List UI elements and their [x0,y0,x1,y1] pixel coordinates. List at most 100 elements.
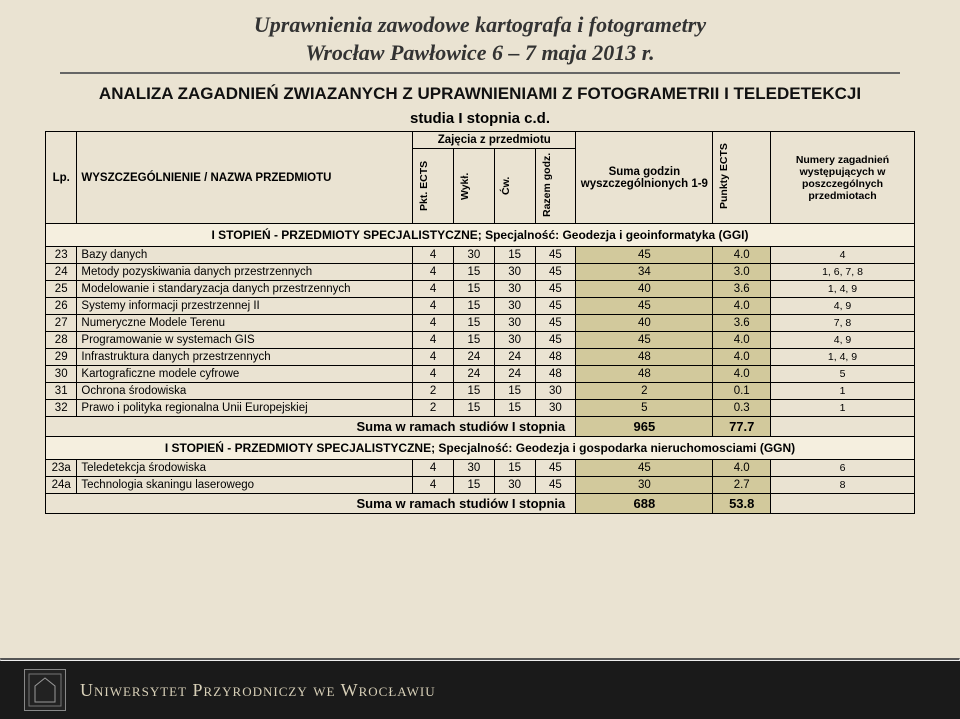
cell-razem: 45 [535,264,576,281]
cell-wykl: 15 [453,281,494,298]
cell-wykl: 30 [453,460,494,477]
cell-name: Infrastruktura danych przestrzennych [77,349,413,366]
cell-wykl: 15 [453,477,494,494]
table-row: 29Infrastruktura danych przestrzennych42… [46,349,915,366]
cell-zag: 5 [771,366,915,383]
col-pkt-ects: Pkt. ECTS [416,151,432,221]
cell-wykl: 15 [453,298,494,315]
cell-name: Systemy informacji przestrzennej II [77,298,413,315]
cell-lp: 23a [46,460,77,477]
cell-zag: 4, 9 [771,332,915,349]
cell-ects: 4.0 [713,247,771,264]
cell-razem: 48 [535,349,576,366]
cell-cw: 24 [494,366,535,383]
cell-ects: 4.0 [713,349,771,366]
cell-pkt: 4 [413,366,454,383]
table-row: 26Systemy informacji przestrzennej II415… [46,298,915,315]
cell-zag: 1 [771,400,915,417]
cell-name: Numeryczne Modele Terenu [77,315,413,332]
cell-suma: 45 [576,332,713,349]
cell-pkt: 4 [413,477,454,494]
cell-lp: 24 [46,264,77,281]
cell-cw: 30 [494,477,535,494]
cell-pkt: 4 [413,281,454,298]
cell-wykl: 30 [453,247,494,264]
cell-ects: 4.0 [713,332,771,349]
table-row: 25Modelowanie i standaryzacja danych prz… [46,281,915,298]
cell-name: Modelowanie i standaryzacja danych przes… [77,281,413,298]
cell-lp: 26 [46,298,77,315]
cell-wykl: 15 [453,315,494,332]
cell-wykl: 24 [453,349,494,366]
cell-suma: 5 [576,400,713,417]
cell-suma: 45 [576,298,713,315]
cell-lp: 32 [46,400,77,417]
cell-suma: 2 [576,383,713,400]
col-punkty-ects: Punkty ECTS [716,143,732,213]
curriculum-table: Lp. WYSZCZEGÓLNIENIE / NAZWA PRZEDMIOTU … [45,131,915,514]
sum-row: Suma w ramach studiów I stopnia96577.7 [46,417,915,437]
cell-zag: 4, 9 [771,298,915,315]
cell-pkt: 4 [413,460,454,477]
group-heading: I STOPIEŃ - PRZEDMIOTY SPECJALISTYCZNE; … [46,437,915,460]
group-heading: I STOPIEŃ - PRZEDMIOTY SPECJALISTYCZNE; … [46,224,915,247]
col-razem: Razem godz. [539,151,555,221]
sum-label: Suma w ramach studiów I stopnia [46,417,576,437]
cell-name: Prawo i polityka regionalna Unii Europej… [77,400,413,417]
cell-zag: 1, 4, 9 [771,281,915,298]
cell-ects: 3.6 [713,281,771,298]
table-row: 23aTeledetekcja środowiska4301545454.06 [46,460,915,477]
cell-wykl: 24 [453,366,494,383]
cell-pkt: 4 [413,298,454,315]
table-row: 24aTechnologia skaningu laserowego415304… [46,477,915,494]
cell-pkt: 2 [413,383,454,400]
cell-cw: 30 [494,332,535,349]
cell-razem: 30 [535,400,576,417]
cell-pkt: 2 [413,400,454,417]
cell-cw: 30 [494,298,535,315]
cell-lp: 31 [46,383,77,400]
sum-ects: 77.7 [713,417,771,437]
sum-ects: 53.8 [713,494,771,514]
table-row: 27Numeryczne Modele Terenu4153045403.67,… [46,315,915,332]
sum-blank [771,417,915,437]
cell-suma: 45 [576,247,713,264]
cell-lp: 29 [46,349,77,366]
page-title-line1: Uprawnienia zawodowe kartografa i fotogr… [0,0,960,40]
cell-lp: 28 [46,332,77,349]
table-row: 31Ochrona środowiska215153020.11 [46,383,915,400]
cell-ects: 3.6 [713,315,771,332]
table-row: 28Programowanie w systemach GIS415304545… [46,332,915,349]
sum-blank [771,494,915,514]
cell-razem: 45 [535,332,576,349]
cell-cw: 15 [494,383,535,400]
cell-pkt: 4 [413,264,454,281]
university-logo-icon [24,669,66,711]
cell-suma: 45 [576,460,713,477]
cell-lp: 27 [46,315,77,332]
cell-razem: 48 [535,366,576,383]
cell-name: Teledetekcja środowiska [77,460,413,477]
cell-cw: 15 [494,247,535,264]
table-row: 30Kartograficzne modele cyfrowe424244848… [46,366,915,383]
cell-razem: 45 [535,298,576,315]
cell-suma: 48 [576,366,713,383]
cell-pkt: 4 [413,332,454,349]
cell-razem: 45 [535,247,576,264]
cell-ects: 3.0 [713,264,771,281]
cell-pkt: 4 [413,247,454,264]
col-suma: Suma godzin wyszczególnionych 1-9 [576,132,713,224]
cell-wykl: 15 [453,400,494,417]
cell-lp: 23 [46,247,77,264]
cell-suma: 48 [576,349,713,366]
cell-lp: 24a [46,477,77,494]
cell-cw: 30 [494,281,535,298]
cell-cw: 30 [494,264,535,281]
cell-pkt: 4 [413,315,454,332]
cell-ects: 4.0 [713,366,771,383]
cell-razem: 45 [535,477,576,494]
cell-pkt: 4 [413,349,454,366]
cell-zag: 4 [771,247,915,264]
cell-ects: 2.7 [713,477,771,494]
sum-suma: 688 [576,494,713,514]
